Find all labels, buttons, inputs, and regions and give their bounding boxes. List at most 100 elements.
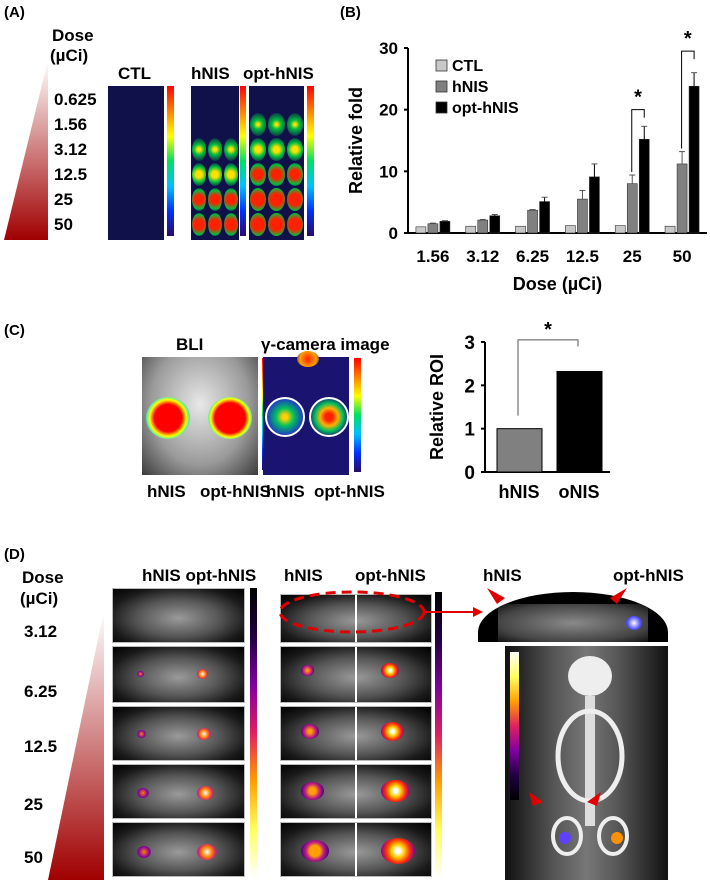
d-left-header: hNIS opt-hNIS (142, 566, 257, 585)
panel-c-label: (C) (4, 322, 25, 339)
gamma-label-opt-hnis: opt-hNIS (314, 482, 385, 501)
panel-b-label: (B) (340, 4, 361, 21)
well-signal (208, 163, 222, 186)
well-signal (268, 113, 285, 136)
well-signal (250, 138, 267, 161)
bar-onis (556, 370, 603, 473)
y-tick-label: 0 (464, 463, 475, 484)
bli-mouse-image (142, 357, 258, 475)
legend-label: CTL (452, 58, 483, 75)
bli-signal-opt-hnis (208, 397, 252, 439)
dose-header: Dose (52, 26, 94, 45)
zoomed-spect-ct-slice (280, 822, 432, 877)
d-dose-unit: (µCi) (20, 589, 59, 608)
d-dose-header: Dose (22, 568, 64, 587)
whole-body-spect-ct-image (505, 646, 668, 880)
well-signal (286, 213, 303, 236)
significance-star: * (544, 319, 552, 341)
bli-title: BLI (176, 335, 204, 354)
well-signal (286, 188, 303, 211)
colorbar (435, 592, 442, 878)
panel-d-label: (D) (4, 546, 25, 563)
hnis-signal (137, 729, 146, 738)
bar-ctl (415, 226, 427, 234)
dose-label: 50 (24, 848, 43, 867)
significance-bracket (517, 339, 579, 416)
opt-hnis-signal (197, 843, 217, 860)
bar-hnis (527, 209, 538, 234)
x-tick-label: 1.56 (416, 247, 449, 266)
well-signal (268, 138, 285, 161)
y-tick-label: 10 (379, 162, 398, 181)
bar-hnis (477, 219, 489, 234)
column-ctl: CTL (118, 64, 152, 83)
well-signal (192, 188, 206, 211)
legend-swatch (435, 80, 448, 93)
bar-opt-hnis (439, 220, 451, 234)
dose-label: 6.25 (24, 682, 58, 701)
colorbar (250, 588, 257, 878)
opt-hnis-signal (197, 727, 211, 740)
dose-uptake-bar-chart: 0 10 20 30 Relative fold Dose (µCi) 1.56 3.12 6.… (346, 28, 707, 294)
well-signal (250, 188, 267, 211)
axial-spect-ct-slice (112, 646, 245, 703)
well-signal (224, 188, 238, 211)
gamma-title: γ-camera image (261, 335, 390, 354)
bar-hnis (427, 223, 439, 234)
hnis-signal (137, 845, 151, 858)
opt-hnis-body-arrow (587, 792, 601, 806)
well-signal (192, 163, 206, 186)
gamma-roi-hnis (265, 397, 305, 437)
significance-bracket (681, 50, 695, 149)
significance-star: * (634, 87, 642, 109)
divider (355, 823, 357, 876)
d-right-header-opt-hnis: opt-hNIS (613, 566, 684, 585)
axial-spect-ct-slice (112, 706, 245, 761)
y-axis-label: Relative fold (346, 87, 366, 194)
opt-hnis-signal (381, 721, 404, 741)
legend-label: hNIS (452, 79, 489, 96)
well-signal (192, 213, 206, 236)
opt-hnis-signal (381, 837, 415, 864)
divider (355, 765, 357, 818)
bar-opt-hnis (688, 85, 700, 234)
relative-roi-bar-chart: 0 1 2 3 Relative ROI hNIS oNIS * (427, 319, 610, 502)
gamma-camera-image (263, 351, 349, 475)
bli-signal-hnis (146, 397, 190, 439)
hnis-signal (137, 670, 144, 677)
divider (355, 707, 357, 760)
dose-label: 1.56 (54, 115, 88, 134)
colorbar (167, 86, 174, 236)
well-signal (268, 163, 285, 186)
legend-label: opt-hNIS (452, 100, 519, 117)
colorbar (307, 86, 314, 236)
bar-opt-hnis (539, 201, 550, 234)
opt-hnis-signal (197, 668, 208, 679)
dose-label: 25 (24, 795, 43, 814)
bar-hnis (676, 163, 688, 234)
x-axis-label: Dose (µCi) (513, 274, 602, 294)
dose-label: 12.5 (54, 165, 88, 184)
divider (355, 595, 357, 642)
well-signal (224, 138, 238, 161)
dose-label: 25 (54, 190, 73, 209)
well-signal (250, 213, 267, 236)
dose-label: 3.12 (24, 622, 58, 641)
well-signal (250, 163, 267, 186)
ctl-plate-image (108, 86, 164, 240)
bar-ctl (664, 225, 676, 234)
well-signal (208, 213, 222, 236)
gamma-label-hnis: hNIS (266, 482, 305, 501)
legend-swatch (435, 59, 448, 72)
bar-hnis (577, 198, 588, 234)
thyroid-signal (297, 351, 319, 367)
well-signal (286, 138, 303, 161)
d-right-header-hnis: hNIS (483, 566, 522, 585)
panel-a-label: (A) (4, 4, 25, 21)
gamma-roi-opt-hnis (309, 397, 349, 437)
well-signal (286, 113, 303, 136)
dose-label: 50 (54, 215, 73, 234)
bar-ctl (465, 225, 477, 234)
divider (355, 647, 357, 702)
